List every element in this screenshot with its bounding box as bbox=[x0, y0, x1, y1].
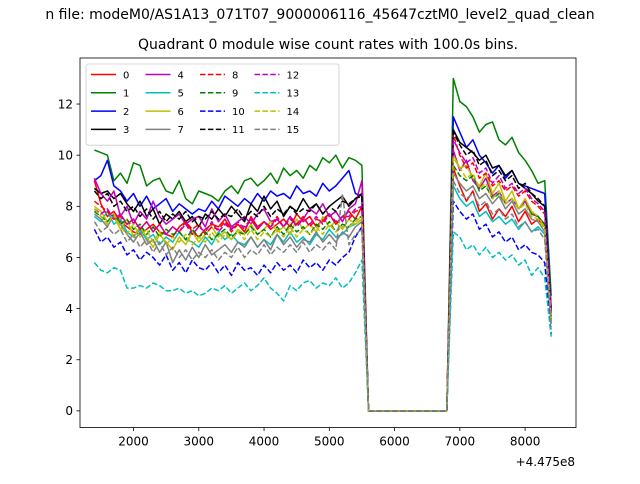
x-tick-label: 4000 bbox=[249, 435, 280, 449]
legend-label-4: 4 bbox=[178, 70, 184, 81]
legend-box bbox=[85, 63, 340, 146]
legend-label-5: 5 bbox=[178, 89, 184, 100]
series-line-7 bbox=[93, 172, 552, 412]
legend-label-0: 0 bbox=[123, 70, 129, 81]
chart-title: n file: modeM0/AS1A13_071T07_9000006116_… bbox=[45, 7, 594, 23]
legend-label-6: 6 bbox=[178, 107, 184, 118]
series-line-10 bbox=[93, 200, 552, 412]
legend-label-10: 10 bbox=[232, 107, 245, 118]
legend-label-13: 13 bbox=[287, 89, 300, 100]
y-tick-label: 8 bbox=[65, 200, 73, 214]
legend-label-14: 14 bbox=[287, 107, 300, 118]
y-tick-label: 10 bbox=[58, 148, 73, 162]
legend-label-8: 8 bbox=[232, 70, 238, 81]
y-tick-label: 2 bbox=[65, 353, 73, 367]
x-tick-label: 3000 bbox=[184, 435, 215, 449]
series-line-4 bbox=[93, 149, 552, 412]
legend-label-7: 7 bbox=[178, 125, 184, 136]
x-tick-label: 7000 bbox=[445, 435, 476, 449]
legend-label-11: 11 bbox=[232, 125, 245, 136]
legend-label-9: 9 bbox=[232, 89, 238, 100]
x-tick-label: 2000 bbox=[118, 435, 149, 449]
legend-label-3: 3 bbox=[123, 125, 129, 136]
series-line-13 bbox=[93, 231, 552, 412]
y-tick-label: 12 bbox=[58, 97, 73, 111]
x-tick-label: 5000 bbox=[314, 435, 345, 449]
legend-label-2: 2 bbox=[123, 107, 129, 118]
series-line-12 bbox=[93, 139, 552, 412]
plot-frame bbox=[79, 57, 577, 428]
x-offset-label: +4.475e8 bbox=[516, 455, 575, 469]
series-line-14 bbox=[93, 156, 552, 412]
chart-subtitle: Quadrant 0 module wise count rates with … bbox=[138, 37, 518, 53]
x-axis: 2000 3000 4000 5000 6000 7000 8000 bbox=[118, 427, 541, 449]
y-tick-label: 4 bbox=[65, 302, 73, 316]
series-line-11 bbox=[93, 131, 552, 412]
x-tick-label: 6000 bbox=[379, 435, 410, 449]
legend-label-1: 1 bbox=[123, 89, 129, 100]
series-line-9 bbox=[93, 164, 552, 412]
y-tick-label: 6 bbox=[65, 251, 73, 265]
series-layer bbox=[93, 77, 552, 412]
y-axis: 0 2 4 6 8 10 12 bbox=[58, 97, 80, 418]
series-line-15 bbox=[93, 179, 552, 412]
x-tick-label: 8000 bbox=[510, 435, 541, 449]
legend-label-12: 12 bbox=[287, 70, 300, 81]
series-line-2 bbox=[93, 116, 552, 412]
legend-label-15: 15 bbox=[287, 125, 300, 136]
series-line-5 bbox=[93, 185, 552, 412]
y-tick-label: 0 bbox=[65, 404, 73, 418]
series-line-1 bbox=[94, 77, 552, 412]
